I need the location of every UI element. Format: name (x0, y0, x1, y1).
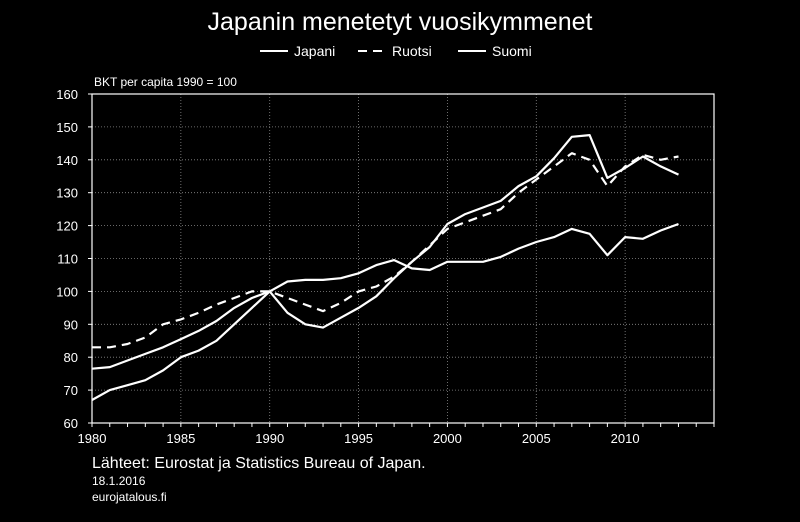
x-tick-label: 1990 (255, 431, 284, 446)
y-tick-label: 100 (56, 284, 78, 299)
y-tick-label: 110 (57, 252, 78, 267)
y-axis-label: BKT per capita 1990 = 100 (94, 75, 237, 89)
site-note: eurojatalous.fi (92, 490, 167, 504)
y-tick-label: 160 (56, 87, 78, 102)
y-tick-label: 140 (56, 153, 78, 168)
series-lines (91, 134, 679, 401)
y-tick-label: 130 (56, 186, 78, 201)
series-line-ruotsi (92, 152, 679, 349)
legend-label-suomi: Suomi (492, 43, 532, 59)
legend-label-ruotsi: Ruotsi (392, 43, 432, 59)
legend-label-japani: Japani (294, 43, 335, 59)
source-note: Lähteet: Eurostat ja Statistics Bureau o… (92, 455, 426, 472)
x-tick-label: 2000 (433, 431, 462, 446)
y-tick-label: 70 (64, 383, 78, 398)
gridlines (91, 94, 714, 423)
series-line-suomi (91, 134, 679, 401)
x-tick-label: 2005 (522, 431, 551, 446)
x-ticks: 1980 1985 1990 1995 2000 2005 2010 (78, 423, 715, 446)
y-tick-label: 120 (56, 219, 78, 234)
x-tick-label: 1995 (344, 431, 373, 446)
x-tick-label: 2010 (611, 431, 640, 446)
y-tick-label: 80 (64, 350, 78, 365)
x-tick-label: 1980 (78, 431, 107, 446)
series-line-japani (91, 222, 679, 370)
y-tick-label: 60 (64, 416, 78, 431)
date-note: 18.1.2016 (92, 474, 146, 488)
y-ticks: 60 70 80 90 100 110 120 130 140 150 160 (56, 87, 92, 431)
y-tick-label: 90 (64, 317, 78, 332)
chart-title: Japanin menetetyt vuosikymmenet (208, 8, 593, 36)
x-tick-label: 1985 (166, 431, 195, 446)
y-tick-label: 150 (56, 120, 78, 135)
legend: Japani Ruotsi Suomi (260, 43, 532, 59)
